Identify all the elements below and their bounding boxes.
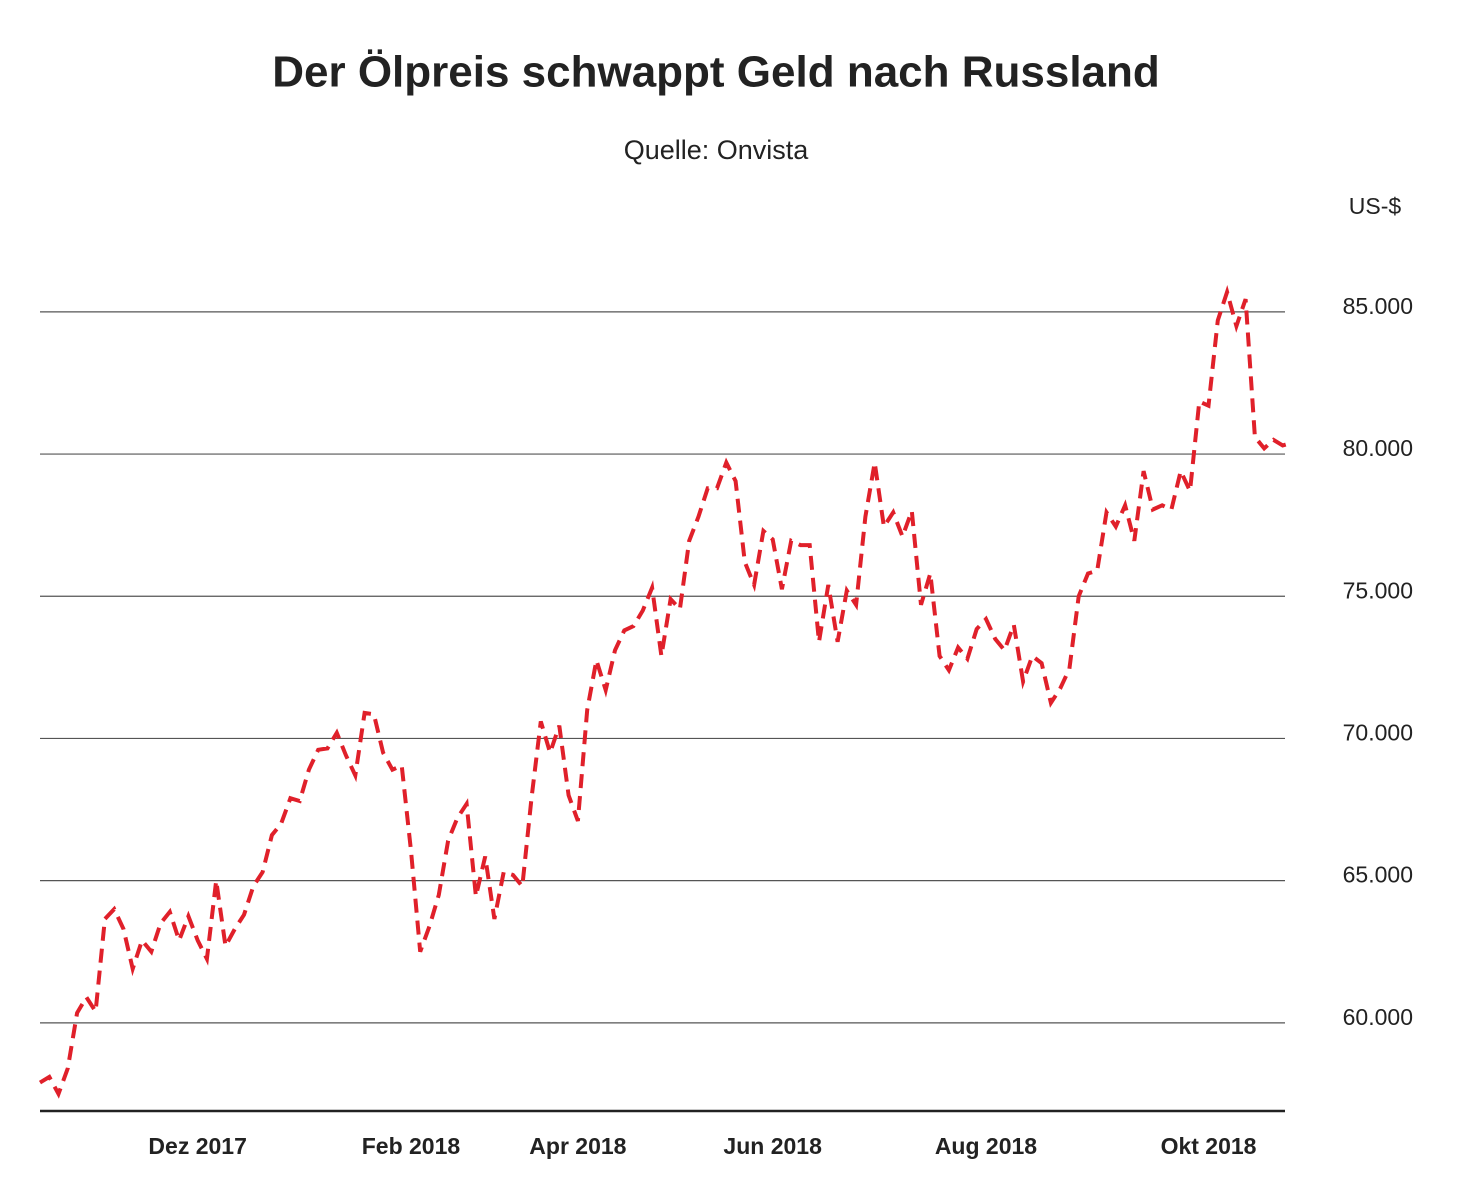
y-tick-label: 85.000 [1343, 293, 1413, 319]
x-tick-label: Feb 2018 [362, 1133, 461, 1159]
x-tick-label: Aug 2018 [935, 1133, 1037, 1159]
x-tick-label: Jun 2018 [723, 1133, 822, 1159]
y-tick-label: 60.000 [1343, 1004, 1413, 1030]
y-axis-label: US-$ [1349, 193, 1402, 219]
y-tick-label: 65.000 [1343, 862, 1413, 888]
chart-title: Der Ölpreis schwappt Geld nach Russland [272, 48, 1160, 97]
x-tick-label: Okt 2018 [1161, 1133, 1257, 1159]
y-tick-label: 75.000 [1343, 577, 1413, 603]
y-tick-label: 80.000 [1343, 435, 1413, 461]
price-line [38, 285, 1293, 1099]
x-tick-label: Apr 2018 [529, 1133, 626, 1159]
y-tick-label: 70.000 [1343, 720, 1413, 746]
chart-subtitle: Quelle: Onvista [624, 135, 810, 165]
x-tick-label: Dez 2017 [148, 1133, 246, 1159]
